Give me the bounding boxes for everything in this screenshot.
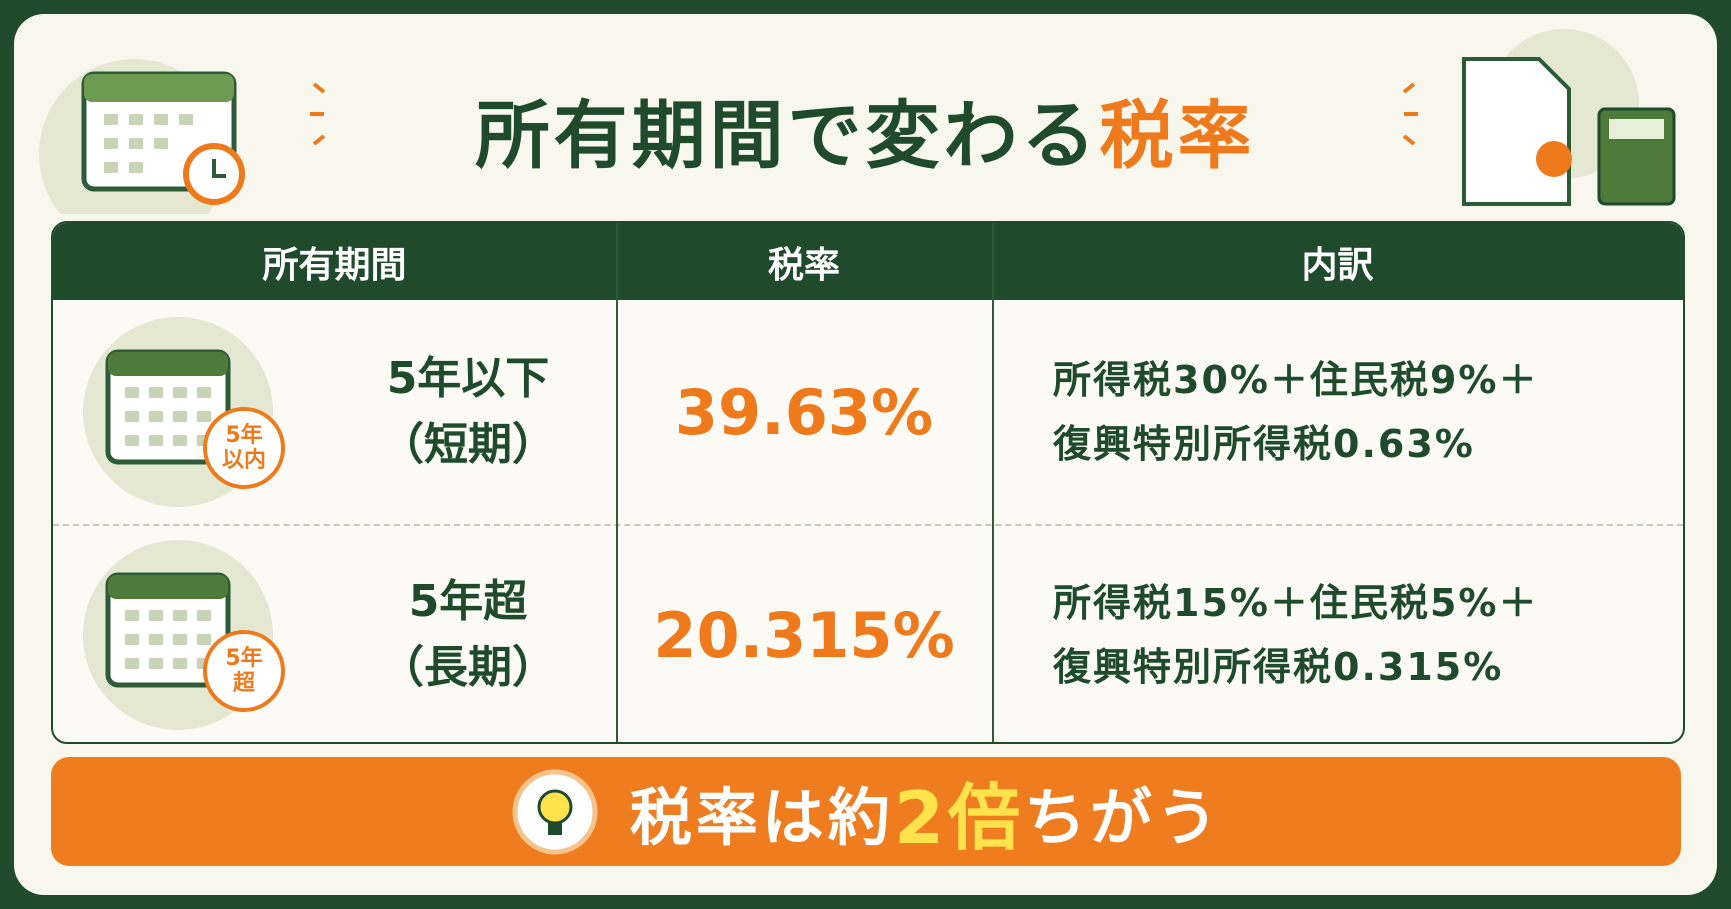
title-main: 所有期間で変わる bbox=[475, 93, 1100, 179]
rate: 20.315% bbox=[616, 526, 992, 742]
breakdown: 所得税30%＋住民税9%＋ 復興特別所得税0.63% bbox=[1033, 300, 1683, 524]
column-divider bbox=[616, 223, 618, 742]
breakdown: 所得税15%＋住民税5%＋ 復興特別所得税0.315% bbox=[1033, 526, 1683, 742]
footer-banner: 税率は約 2倍 ちがう bbox=[51, 757, 1681, 866]
column-divider bbox=[992, 223, 994, 742]
period: 5年以下 （短期） bbox=[323, 300, 613, 524]
decoration bbox=[39, 29, 1676, 214]
header-cell: 内訳 bbox=[992, 223, 1683, 300]
rate: 39.63% bbox=[616, 300, 992, 524]
breakdown-line: 復興特別所得税0.315% bbox=[1053, 645, 1504, 689]
header-cell: 所有期間 bbox=[53, 223, 616, 300]
bulb-icon bbox=[512, 769, 598, 854]
period-line: （短期） bbox=[380, 419, 556, 470]
rate-value: 20.315% bbox=[653, 598, 955, 672]
period-line: 5年超 bbox=[408, 576, 528, 627]
badge: 5年 以内 bbox=[203, 407, 285, 489]
footer-accent: 2倍 bbox=[893, 776, 1025, 860]
footer-before: 税率は約 bbox=[629, 780, 894, 854]
footer-after: ちがう bbox=[1024, 780, 1223, 854]
breakdown-line: 所得税15%＋住民税5%＋ bbox=[1053, 581, 1539, 625]
table-row: 5年超 5年超 （長期） 20.315% 所得税15%＋住民税5%＋ 復興特別所得税0.3… bbox=[53, 524, 1683, 742]
period-line: 5年以下 bbox=[386, 353, 550, 404]
badge-line: 超 bbox=[232, 671, 255, 696]
table-row: 5年 以内 5年以下 （短期） 39.63% 所得税30%＋住民税9%＋ 復興特別所得税0.… bbox=[53, 300, 1683, 524]
title: 所有期間で変わる税率 bbox=[14, 76, 1717, 183]
breakdown-line: 所得税30%＋住民税9%＋ bbox=[1053, 358, 1539, 402]
badge-line: 以内 bbox=[221, 448, 266, 473]
table: 所有期間 税率 内訳 5年 以内 5年以下 （短期） 39.63% 所得税30%＋住民税9%＋復… bbox=[51, 221, 1685, 744]
badge: 5年超 bbox=[203, 630, 285, 712]
period: 5年超 （長期） bbox=[323, 526, 613, 742]
rate-value: 39.63% bbox=[674, 375, 934, 449]
panel: 所有期間で変わる税率 所有期間 税率 内訳 5年 以内 5年以下 （短期） 39.63% 所得税… bbox=[14, 14, 1717, 895]
header-cell: 税率 bbox=[616, 223, 992, 300]
badge-line: 5年 bbox=[225, 646, 263, 671]
badge-line: 5年 bbox=[225, 423, 263, 448]
breakdown-line: 復興特別所得税0.63% bbox=[1053, 422, 1475, 466]
period-line: （長期） bbox=[380, 642, 556, 693]
title-accent: 税率 bbox=[1099, 93, 1256, 179]
